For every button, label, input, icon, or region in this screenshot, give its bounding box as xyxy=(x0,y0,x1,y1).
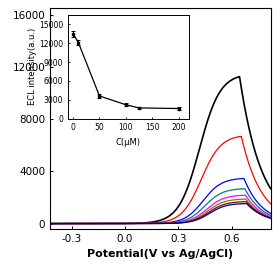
X-axis label: Potential(V vs Ag/AgCl): Potential(V vs Ag/AgCl) xyxy=(87,249,234,259)
